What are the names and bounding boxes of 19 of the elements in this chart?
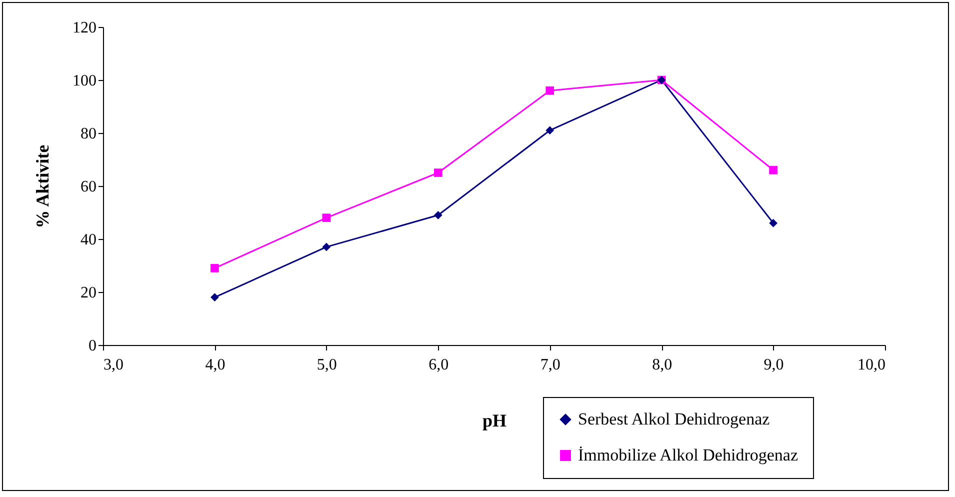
x-tick-label: 3,0 [104, 356, 124, 374]
x-tick-label: 4,0 [205, 356, 226, 374]
y-tick-label: 40 [80, 232, 96, 248]
x-axis-title: pH [482, 410, 507, 430]
x-tick-label: 8,0 [652, 356, 672, 374]
legend-label: İmmobilize Alkol Dehidrogenaz [578, 446, 798, 464]
y-tick-label: 0 [88, 338, 96, 354]
y-tick-label: 80 [80, 126, 96, 142]
legend-label: Serbest Alkol Dehidrogenaz [578, 410, 770, 428]
y-tick-label: 60 [80, 178, 96, 196]
y-tick-label: 100 [72, 72, 96, 90]
x-tick-label: 5,0 [316, 356, 337, 374]
y-tick-label: 20 [80, 284, 96, 302]
x-tick-label: 9,0 [764, 356, 784, 374]
x-tick-label: 7,0 [540, 356, 560, 374]
x-tick-label: 10,0 [858, 356, 886, 374]
x-tick-label: 6,0 [428, 356, 449, 374]
y-axis-title: % Aktivite [32, 144, 52, 228]
y-tick-label: 120 [72, 20, 96, 36]
